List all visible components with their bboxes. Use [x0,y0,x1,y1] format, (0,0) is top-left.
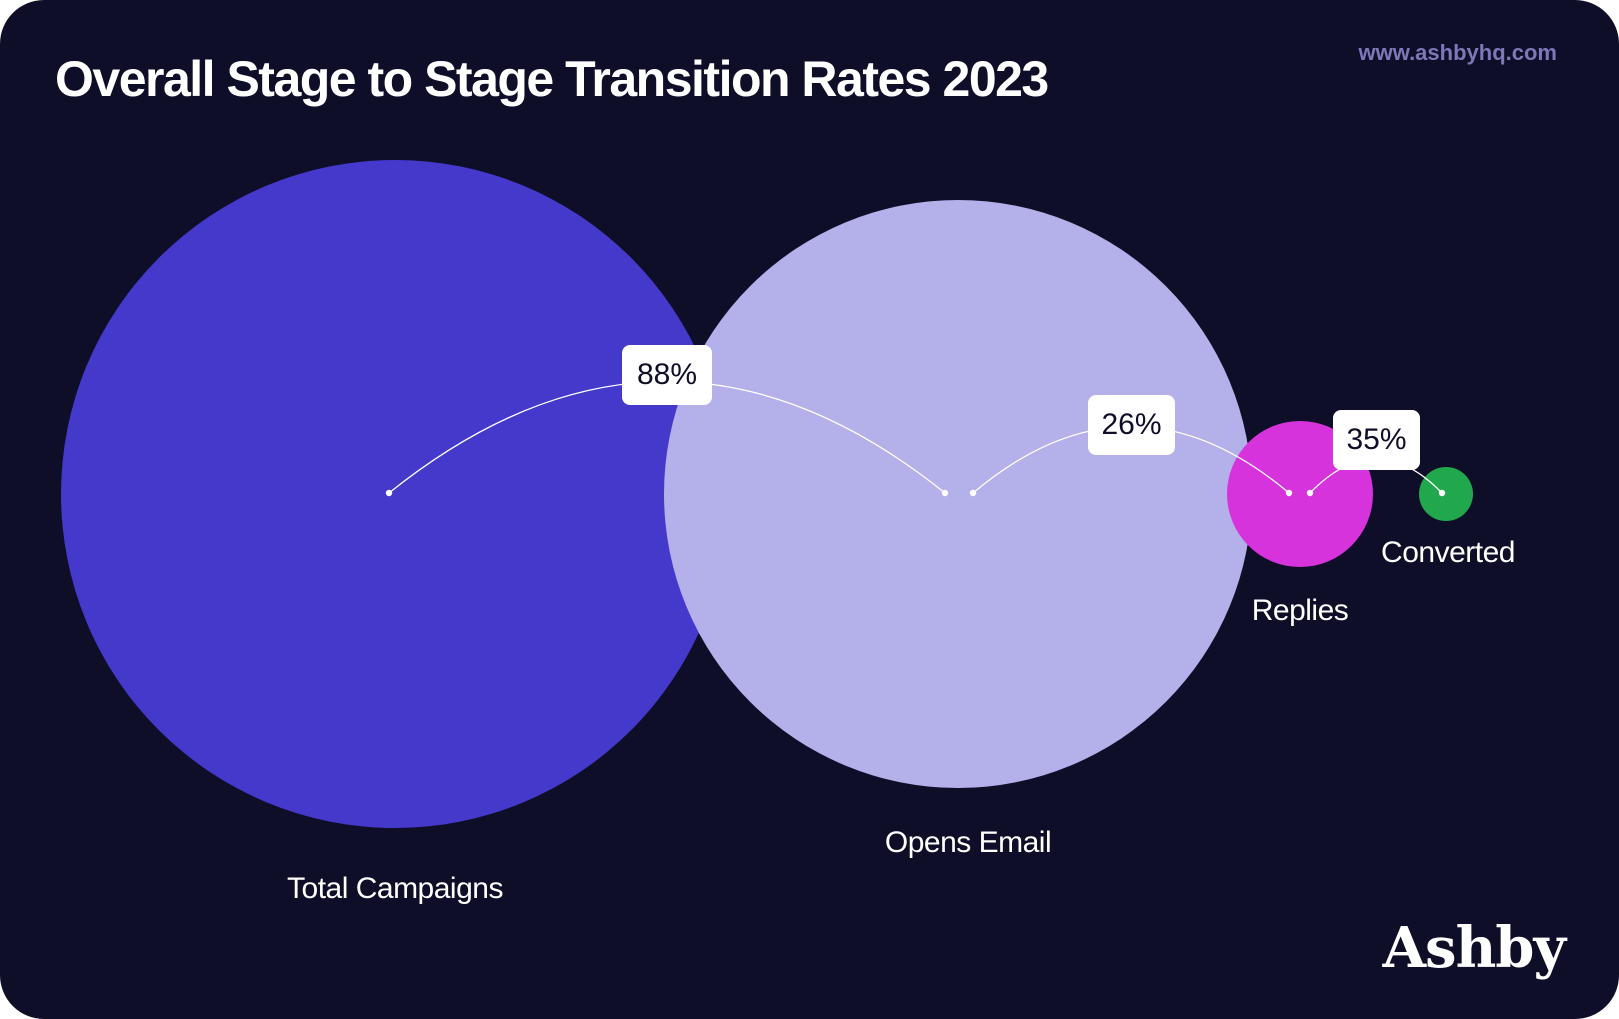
ashby-logo: Ashby [1382,915,1566,981]
stage-label-converted: Converted [1381,536,1515,569]
rate-label-2: 26% [1101,408,1161,441]
connector-start-dot [385,489,393,497]
stage-bubble-total-campaigns [61,160,729,828]
stage-label-total-campaigns: Total Campaigns [287,872,503,905]
chart-title: Overall Stage to Stage Transition Rates … [55,51,1049,107]
rate-badge-2 [1088,395,1175,455]
stage-label-opens-email: Opens Email [885,826,1051,859]
connector-end-dot [1438,489,1446,497]
rate-badge-3 [1333,410,1420,470]
stage-bubble-opens-email [664,200,1252,788]
connector-start-dot [1306,489,1314,497]
rate-label-3: 35% [1346,423,1406,456]
stage-bubble-converted [1419,467,1473,521]
connector-end-dot [1285,489,1293,497]
connector-end-dot [941,489,949,497]
rate-label-1: 88% [637,358,697,391]
source-url[interactable]: www.ashbyhq.com [1358,40,1557,65]
rate-badge-1 [622,345,712,405]
stage-label-replies: Replies [1252,594,1349,627]
connector-start-dot [969,489,977,497]
